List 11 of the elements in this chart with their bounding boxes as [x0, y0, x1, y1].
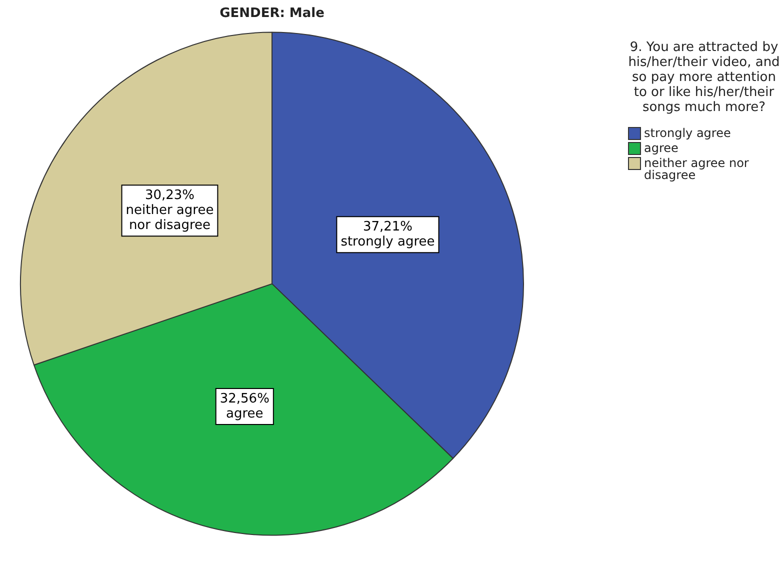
legend-label: neither agree nor disagree: [644, 156, 750, 182]
chart-title: GENDER: Male: [220, 6, 325, 22]
legend-title: 9. You are attracted by his/her/their video, and so pay more attention to or like his/her/their songs much more?: [628, 40, 780, 115]
data-label: 30,23%: [144, 188, 195, 203]
slice-label: agree: [226, 406, 264, 422]
legend-label: strongly agree: [644, 126, 731, 140]
data-label: 37,21%: [362, 219, 413, 234]
data-label: 32,56%: [220, 391, 270, 406]
legend-label: agree: [644, 141, 678, 155]
slice-label: neither agree nor disagree: [126, 203, 214, 233]
slice-label: strongly agree: [340, 234, 435, 250]
